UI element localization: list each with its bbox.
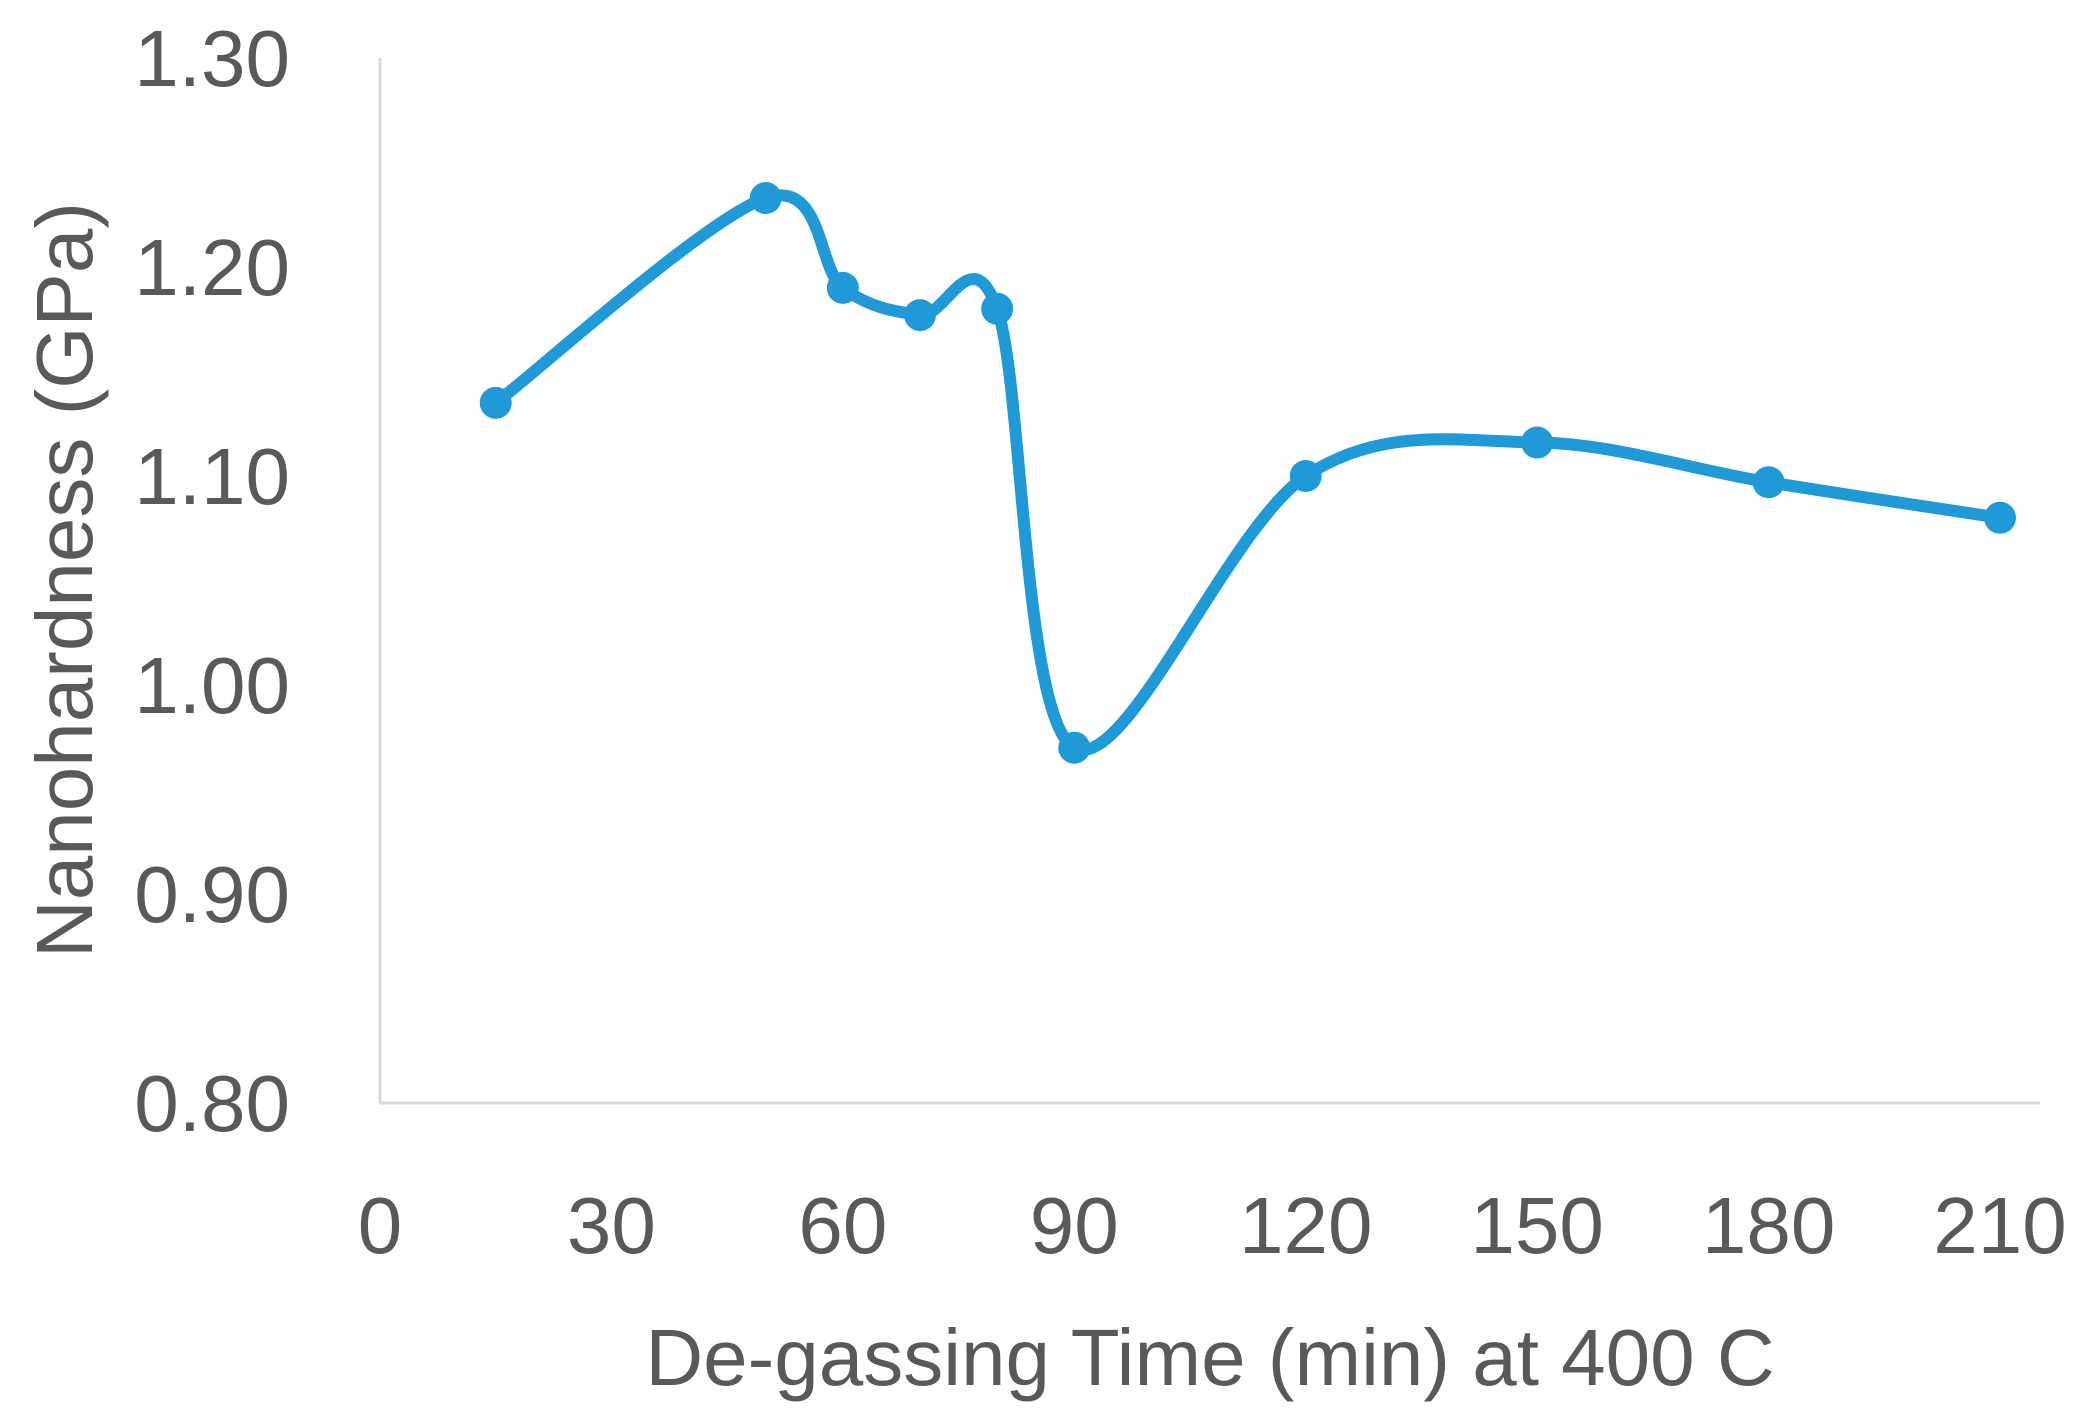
x-axis-title: De-gassing Time (min) at 400 C <box>645 1313 1774 1402</box>
x-tick-label: 60 <box>798 1181 887 1270</box>
y-tick-labels: 0.80 0.90 1.00 1.10 1.20 1.30 <box>134 14 290 1148</box>
data-point <box>749 182 782 215</box>
x-tick-label: 90 <box>1030 1181 1119 1270</box>
y-tick-label: 1.10 <box>134 432 290 521</box>
data-point <box>1058 731 1091 764</box>
y-tick-label: 1.30 <box>134 14 290 103</box>
y-tick-label: 0.90 <box>134 850 290 939</box>
x-tick-label: 30 <box>567 1181 656 1270</box>
x-tick-labels: 0 30 60 90 120 150 180 210 <box>358 1181 2067 1270</box>
data-point <box>904 299 936 332</box>
x-tick-label: 0 <box>358 1181 403 1270</box>
y-tick-label: 1.00 <box>134 641 290 730</box>
data-point <box>1984 501 2016 534</box>
series-line <box>489 189 2006 756</box>
x-tick-label: 150 <box>1470 1181 1603 1270</box>
y-tick-label: 1.20 <box>134 223 290 312</box>
axes <box>378 58 2040 1105</box>
x-tick-label: 210 <box>1933 1181 2066 1270</box>
x-tick-label: 120 <box>1239 1181 1372 1270</box>
data-point <box>1289 460 1322 492</box>
data-point <box>1521 426 1554 459</box>
data-point <box>826 271 859 304</box>
y-axis-title: Nanohardness (GPa) <box>20 202 109 958</box>
data-point <box>981 292 1014 325</box>
data-point <box>479 386 512 419</box>
data-point <box>1752 466 1785 499</box>
x-tick-label: 180 <box>1702 1181 1835 1270</box>
series <box>479 182 2016 764</box>
y-tick-label: 0.80 <box>134 1059 290 1148</box>
